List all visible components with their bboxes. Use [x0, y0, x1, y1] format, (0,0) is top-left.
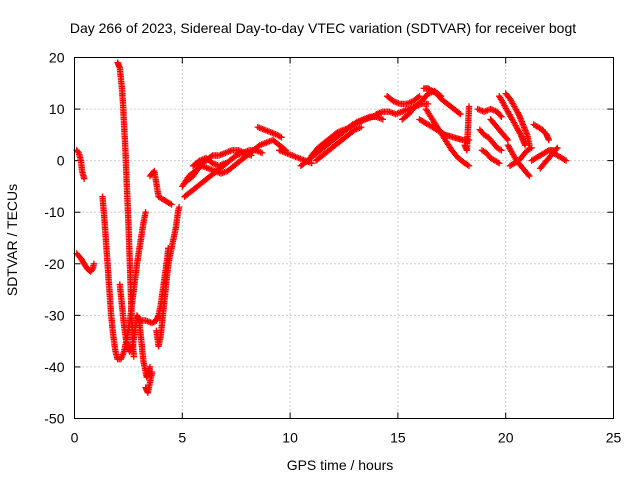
data-point [554, 144, 561, 151]
x-tick-label: 15 [390, 430, 406, 446]
series-arc-14 [254, 123, 285, 141]
data-point [545, 136, 552, 144]
data-point [416, 93, 423, 100]
series-arc-24 [422, 105, 473, 169]
data-point [248, 152, 255, 159]
series-arc-02 [73, 250, 98, 275]
data-point [424, 100, 432, 108]
series-arc-01 [73, 147, 88, 182]
data-point [128, 344, 136, 351]
data-point [166, 200, 174, 207]
x-tick-label: 0 [71, 430, 79, 446]
data-point [90, 260, 98, 267]
data-point [168, 201, 175, 208]
plot-frame [74, 57, 614, 419]
data-point [498, 147, 505, 154]
data-point [81, 175, 88, 182]
series-arc-18 [312, 123, 365, 164]
data-point [496, 146, 504, 153]
y-tick-label: -40 [44, 359, 64, 375]
data-point [465, 103, 473, 110]
data-point [525, 171, 532, 178]
y-tick-label: 20 [49, 50, 65, 66]
data-point [148, 368, 156, 376]
y-tick-label: -50 [44, 411, 64, 427]
series-arc-04 [114, 59, 137, 360]
x-tick-label: 10 [282, 430, 298, 446]
data-point [379, 116, 386, 123]
data-point [498, 113, 505, 120]
data-point [494, 159, 501, 166]
x-tick-label: 20 [498, 430, 514, 446]
series-arc-31 [502, 90, 533, 149]
data-point [457, 111, 464, 118]
y-tick-label: -10 [44, 204, 64, 220]
series-arc-06 [142, 368, 156, 396]
data-point [278, 134, 285, 141]
data-point [464, 161, 471, 169]
data-point [496, 160, 503, 167]
series-arc-26 [474, 105, 505, 120]
series-arc-13 [189, 154, 229, 169]
data-point [208, 153, 215, 160]
data-point [526, 172, 533, 180]
series-arc-35 [530, 121, 552, 144]
data-point [142, 209, 149, 216]
series-arc-27 [476, 126, 505, 154]
chart-title: Day 266 of 2023, Sidereal Day-to-day VTE… [70, 20, 576, 36]
data-point [503, 135, 510, 142]
grid [74, 57, 614, 419]
series-arc-12 [183, 147, 255, 185]
data-point [130, 353, 137, 360]
data-point [146, 363, 154, 371]
data-point [308, 160, 315, 167]
series-arc-05 [116, 281, 154, 381]
y-tick-label: -20 [44, 256, 64, 272]
data-point [562, 157, 570, 164]
data-point [175, 203, 183, 211]
x-axis-label: GPS time / hours [287, 457, 394, 473]
series-arc-33 [506, 144, 535, 169]
series-arc-08 [153, 203, 183, 350]
series-arc-37 [549, 149, 570, 164]
y-tick-label: 10 [49, 101, 65, 117]
series-arc-25 [461, 103, 473, 154]
data-point [544, 148, 551, 155]
data-marks [73, 59, 570, 396]
data-point [222, 160, 229, 167]
data-point [415, 94, 422, 101]
series-arc-09 [146, 167, 175, 208]
data-point [497, 112, 504, 119]
data-point [465, 162, 473, 169]
series-arc-15 [276, 147, 315, 167]
x-tick-label: 5 [178, 430, 186, 446]
y-tick-label: 0 [57, 153, 65, 169]
data-point [258, 149, 266, 157]
tick-labels: 0 5 10 15 20 25 -50 -40 -30 -20 -10 0 10 20 [44, 50, 621, 446]
data-point [553, 145, 560, 153]
series-arc-03 [99, 193, 149, 363]
axis-ticks [74, 57, 614, 419]
data-point [455, 110, 463, 117]
series-arc-28 [478, 147, 503, 167]
series-arc-29 [487, 116, 512, 144]
data-point [528, 144, 535, 151]
y-axis-label: SDTVAR / TECUs [4, 184, 20, 296]
series-arc-22 [420, 85, 464, 118]
data-point [358, 123, 365, 131]
series-arc-17 [308, 113, 386, 159]
y-tick-label: -30 [44, 307, 64, 323]
x-tick-label: 25 [606, 430, 622, 446]
series-arc-20 [383, 93, 423, 108]
